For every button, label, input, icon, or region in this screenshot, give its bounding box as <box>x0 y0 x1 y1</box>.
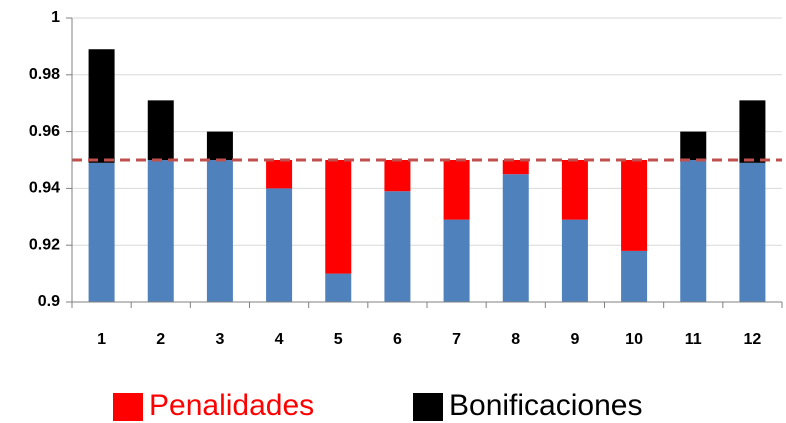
bar-segment <box>325 273 352 302</box>
bar-segment <box>88 162 115 302</box>
y-tick-label: 0.94 <box>29 180 60 197</box>
y-tick-label: 0.96 <box>29 123 60 140</box>
bar-segment <box>384 191 411 302</box>
x-tick-label: 4 <box>275 331 284 348</box>
x-tick-label: 3 <box>215 331 224 348</box>
x-tick-label: 2 <box>156 331 165 348</box>
x-tick-label: 8 <box>511 331 520 348</box>
bar-segment <box>561 160 588 220</box>
bar-segment <box>325 160 352 274</box>
x-tick-label: 1 <box>97 331 106 348</box>
bar-segment <box>502 160 529 175</box>
x-tick-label: 6 <box>393 331 402 348</box>
bar-segment <box>739 162 766 302</box>
bar-segment <box>443 160 470 220</box>
bar-segment <box>266 160 293 189</box>
bar-segment <box>621 160 648 251</box>
x-tick-label: 11 <box>685 331 702 348</box>
bar-segment <box>621 250 648 302</box>
bar-segment <box>384 160 411 192</box>
x-tick-label: 9 <box>570 331 579 348</box>
y-tick-label: 0.92 <box>29 236 60 253</box>
x-tick-label: 10 <box>625 331 643 348</box>
legend-swatch <box>113 393 143 421</box>
x-tick-label: 5 <box>334 331 343 348</box>
bar-segment <box>206 131 233 160</box>
y-tick-label: 0.98 <box>29 66 60 83</box>
bar-segment <box>680 131 707 160</box>
bar-segment <box>88 49 115 163</box>
bar-segment <box>266 188 293 302</box>
legend-label: Penalidades <box>149 389 314 422</box>
y-tick-label: 0.9 <box>38 293 60 310</box>
bar-segment <box>443 219 470 302</box>
legend-swatch <box>413 393 443 421</box>
y-tick-label: 1 <box>51 9 60 26</box>
bar-segment <box>502 174 529 302</box>
legend-label: Bonificaciones <box>449 389 642 422</box>
bar-segment <box>147 100 174 160</box>
bar-segment <box>206 160 233 302</box>
bar-segment <box>147 160 174 302</box>
x-tick-label: 7 <box>452 331 461 348</box>
bar-segment <box>561 219 588 302</box>
bar-segment <box>739 100 766 163</box>
x-tick-label: 12 <box>744 331 762 348</box>
bar-segment <box>680 160 707 302</box>
